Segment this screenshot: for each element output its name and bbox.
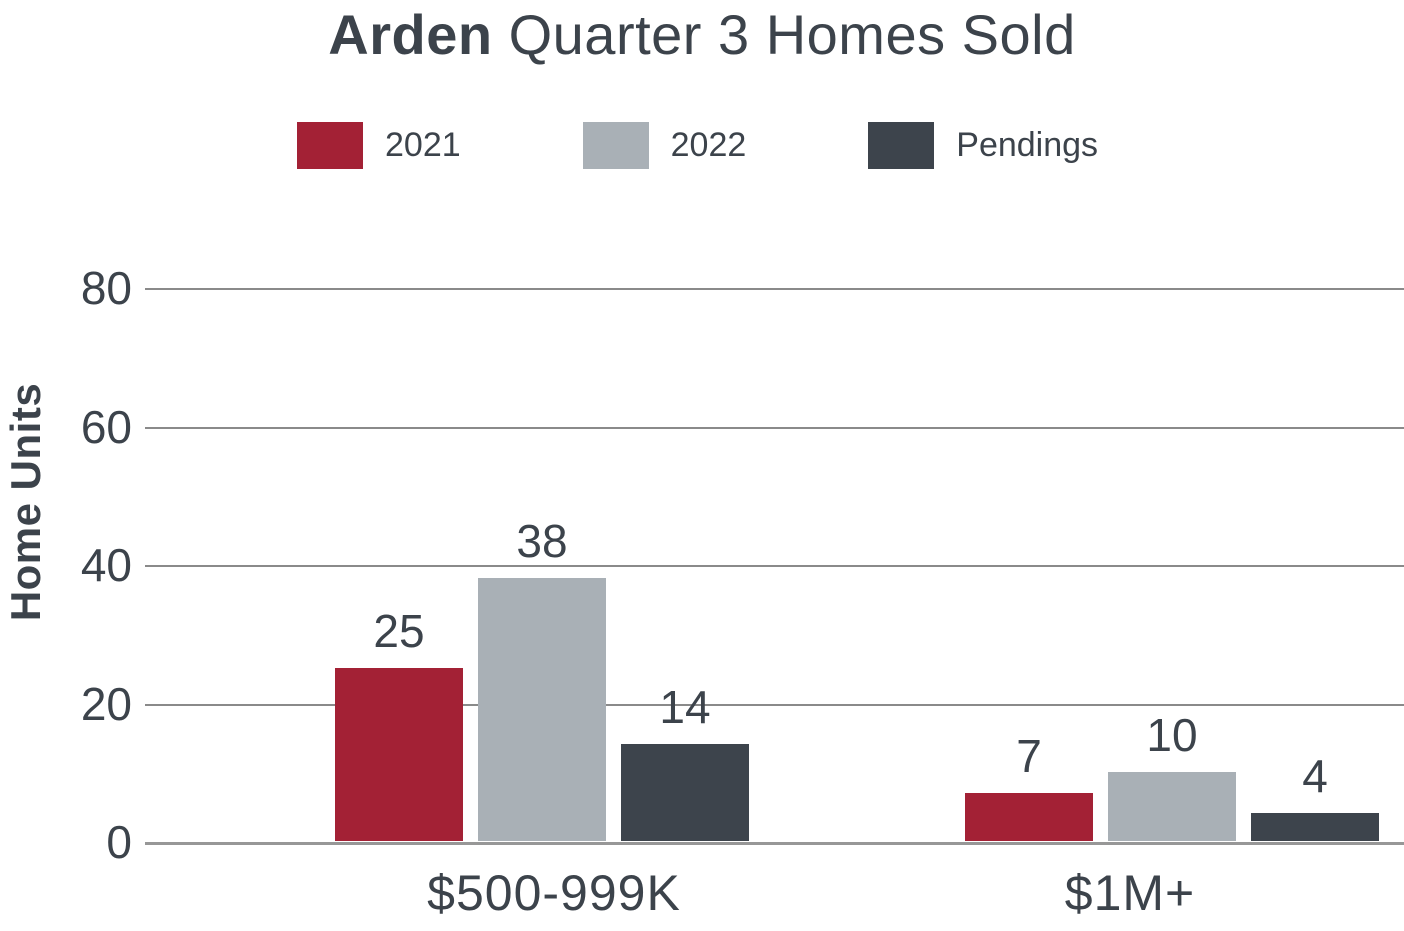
- legend-label-2021: 2021: [385, 126, 461, 164]
- gridline-60: [145, 426, 1404, 429]
- x-category-label-1m: $1M+: [1064, 865, 1196, 921]
- gridline-80: [145, 288, 1404, 290]
- gridline-0: [145, 842, 1404, 845]
- value-label-pendings-1m: 4: [1302, 750, 1328, 802]
- legend: 2021 2022 Pendings: [297, 122, 1220, 169]
- x-axis-labels: $500-999K $1M+: [145, 858, 1404, 928]
- value-label-2021-500-999k: 25: [373, 605, 425, 657]
- legend-label-2022: 2022: [670, 126, 747, 164]
- bar-2022-1m: [1108, 772, 1236, 841]
- y-axis-ticks: 0 20 40 60 80: [0, 262, 132, 868]
- y-tick-label-80: 80: [80, 261, 132, 314]
- value-label-pendings-500-999k: 14: [659, 681, 711, 733]
- y-tick-label-0: 0: [106, 815, 132, 868]
- legend-item-pendings: Pendings: [868, 122, 1098, 169]
- gridline-40: [145, 565, 1404, 567]
- y-tick-label-60: 60: [80, 400, 132, 453]
- value-label-2021-1m: 7: [1016, 730, 1042, 782]
- chart-title-emphasis: Arden: [328, 3, 493, 66]
- y-tick-label-40: 40: [80, 538, 132, 591]
- legend-swatch-2021: [297, 122, 363, 169]
- gridline-20: [145, 703, 1404, 706]
- plot-area: 25 38 14 7 10 4: [145, 288, 1404, 845]
- legend-item-2022: 2022: [582, 122, 747, 169]
- legend-label-pendings: Pendings: [956, 126, 1099, 164]
- bar-2022-500-999k: [478, 578, 606, 841]
- chart-title-rest: Quarter 3 Homes Sold: [492, 3, 1076, 66]
- bar-pendings-500-999k: [621, 744, 749, 841]
- value-label-2022-1m: 10: [1146, 709, 1198, 761]
- bar-pendings-1m: [1251, 813, 1379, 841]
- bar-2021-500-999k: [335, 668, 463, 841]
- chart-title: Arden Quarter 3 Homes Sold: [0, 2, 1404, 68]
- y-tick-label-20: 20: [80, 677, 132, 730]
- legend-item-2021: 2021: [297, 122, 461, 169]
- bar-2021-1m: [965, 793, 1093, 841]
- value-label-2022-500-999k: 38: [516, 515, 568, 567]
- legend-swatch-2022: [582, 122, 649, 169]
- legend-swatch-pendings: [868, 122, 935, 169]
- x-category-label-500-999k: $500-999K: [427, 865, 681, 921]
